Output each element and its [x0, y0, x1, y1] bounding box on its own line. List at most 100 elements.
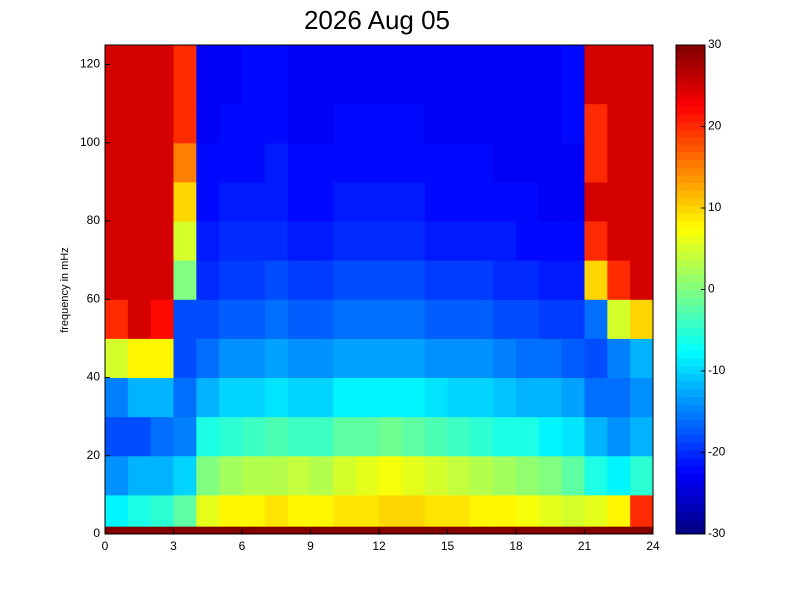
heat-cell — [447, 455, 471, 496]
heat-cell — [242, 377, 266, 418]
heat-cell — [379, 142, 403, 183]
heat-cell — [424, 260, 448, 300]
heat-cell — [287, 455, 311, 496]
colorbar-swatch — [676, 129, 705, 138]
heat-cell — [401, 260, 426, 300]
heat-cell — [493, 299, 517, 339]
heat-cell — [127, 455, 152, 496]
heat-cell — [447, 221, 471, 261]
heat-cell — [196, 181, 220, 222]
heat-cell — [356, 260, 380, 300]
heat-cell — [561, 526, 585, 535]
heat-cell — [219, 45, 243, 105]
heat-cell — [607, 494, 631, 527]
colorbar-swatch — [676, 205, 705, 214]
colorbar-swatch — [676, 312, 705, 321]
heat-cell — [173, 260, 197, 300]
colorbar-swatch — [676, 518, 705, 527]
heat-cell — [584, 338, 608, 379]
heat-cell — [310, 181, 334, 222]
heat-cell — [150, 260, 174, 300]
heat-cell — [105, 103, 129, 144]
heat-cell — [264, 103, 289, 144]
heat-cell — [219, 299, 243, 339]
heat-cell — [470, 260, 494, 300]
heat-cell — [356, 142, 380, 183]
heat-cell — [264, 299, 289, 339]
heat-cell — [150, 142, 174, 183]
heat-cell — [538, 221, 563, 261]
heat-cell — [333, 455, 357, 496]
heat-cell — [379, 103, 403, 144]
heat-cell — [196, 338, 220, 379]
heat-cell — [538, 142, 563, 183]
x-tick-label: 21 — [578, 539, 592, 553]
heat-cell — [264, 45, 289, 105]
colorbar-swatch — [676, 213, 705, 222]
colorbar-swatch — [676, 113, 705, 122]
x-tick-label: 24 — [646, 539, 660, 553]
y-tick-label: 80 — [87, 213, 101, 227]
y-tick-label: 40 — [87, 370, 101, 384]
heat-cell — [196, 299, 220, 339]
heat-cell — [424, 526, 448, 535]
colorbar-swatch — [676, 258, 705, 268]
heat-cell — [356, 416, 380, 457]
heat-cell — [630, 221, 654, 261]
heat-cell — [630, 494, 654, 527]
heat-cell — [242, 338, 266, 379]
colorbar-swatch — [676, 281, 705, 290]
heat-cell — [493, 181, 517, 222]
heat-cell — [173, 377, 197, 418]
heat-cell — [105, 299, 129, 339]
heat-cell — [470, 455, 494, 496]
heat-cell — [127, 299, 152, 339]
heat-cell — [333, 103, 357, 144]
colorbar-swatch — [676, 67, 705, 77]
heat-cell — [310, 45, 334, 105]
heat-cell — [561, 377, 585, 418]
heat-cell — [242, 455, 266, 496]
heat-cell — [538, 338, 563, 379]
heat-cell — [470, 181, 494, 222]
heat-cell — [561, 45, 585, 105]
heat-cell — [424, 299, 448, 339]
heat-cell — [310, 455, 334, 496]
heat-cell — [630, 377, 654, 418]
heat-cell — [127, 260, 152, 300]
heat-cell — [424, 103, 448, 144]
heat-cell — [447, 103, 471, 144]
heat-cell — [150, 416, 174, 457]
heat-cell — [287, 181, 311, 222]
heat-cell — [287, 45, 311, 105]
heat-cell — [310, 221, 334, 261]
x-tick-label: 9 — [307, 539, 314, 553]
heat-cell — [264, 338, 289, 379]
heat-cell — [561, 494, 585, 527]
heat-cell — [219, 526, 243, 535]
heat-cell — [173, 494, 197, 527]
heat-cell — [333, 416, 357, 457]
heat-cell — [584, 221, 608, 261]
colorbar-tick-label: 10 — [708, 200, 722, 214]
heat-cell — [150, 377, 174, 418]
heat-cell — [470, 299, 494, 339]
heat-cell — [127, 416, 152, 457]
heat-cell — [242, 142, 266, 183]
heat-cell — [242, 494, 266, 527]
colorbar-swatch — [676, 159, 705, 168]
heat-cell — [356, 455, 380, 496]
heat-cell — [493, 260, 517, 300]
heat-cell — [356, 181, 380, 222]
x-tick-label: 18 — [509, 539, 523, 553]
heat-cell — [561, 260, 585, 300]
heat-cell — [447, 181, 471, 222]
heat-cell — [173, 299, 197, 339]
colorbar-swatch — [676, 182, 705, 191]
heat-cell — [561, 142, 585, 183]
heat-cell — [379, 181, 403, 222]
heat-cell — [401, 494, 426, 527]
heat-cell — [173, 526, 197, 535]
heat-cell — [219, 494, 243, 527]
heat-cell — [242, 103, 266, 144]
